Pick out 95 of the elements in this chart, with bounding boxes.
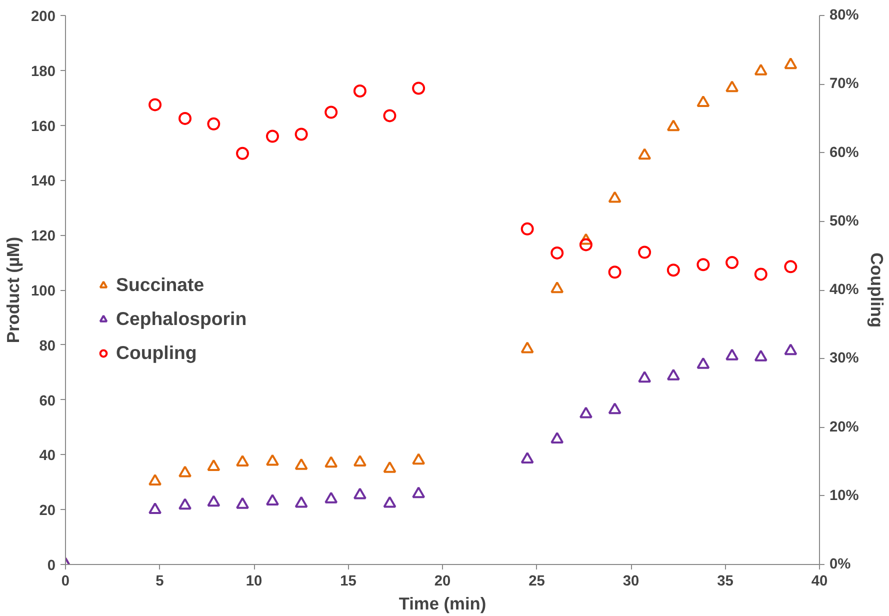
point	[266, 130, 279, 143]
point	[412, 453, 426, 465]
point	[178, 112, 192, 125]
x-tick-label: 10	[246, 574, 262, 590]
point	[412, 486, 426, 498]
y2-tick-label: 10%	[830, 488, 859, 504]
y2-tick-label: 40%	[830, 282, 859, 298]
y2-tick-label: 30%	[830, 350, 859, 367]
point	[608, 402, 622, 414]
y-tick-label: 160	[31, 118, 56, 135]
point	[726, 348, 739, 360]
point	[696, 95, 710, 107]
point	[754, 350, 768, 362]
point	[207, 117, 220, 130]
point	[520, 452, 534, 464]
point	[579, 406, 592, 418]
point	[579, 238, 592, 252]
y-tick-label: 60	[39, 393, 56, 410]
point	[608, 266, 622, 279]
point	[236, 497, 249, 509]
point	[148, 474, 162, 486]
y-tick-label: 40	[39, 448, 56, 464]
point	[784, 58, 798, 70]
legend-label: Succinate	[116, 274, 204, 296]
point	[550, 432, 564, 444]
point	[784, 344, 798, 356]
y-tick-label: 20	[39, 503, 56, 520]
x-tick-label: 35	[717, 574, 734, 590]
legend-label: Coupling	[116, 342, 197, 364]
point	[754, 64, 768, 76]
point	[236, 455, 249, 467]
point	[784, 260, 798, 274]
y-axis-title: Product (µM)	[3, 236, 24, 344]
point	[266, 454, 279, 466]
x-tick-label: 20	[434, 574, 451, 590]
y-tick-label: 140	[31, 174, 56, 190]
point	[754, 268, 768, 281]
x-tick-label: 25	[528, 574, 545, 590]
point	[178, 466, 192, 478]
point	[353, 84, 366, 98]
point	[148, 98, 162, 112]
point	[666, 368, 680, 380]
point	[666, 264, 680, 277]
y2-tick-label: 80%	[830, 8, 859, 24]
point	[236, 146, 249, 160]
y-tick-label: 180	[31, 64, 56, 80]
y2-tick-label: 0%	[830, 556, 851, 572]
point	[520, 222, 534, 236]
x-tick-label: 15	[340, 574, 356, 590]
point	[207, 459, 220, 471]
point	[353, 455, 366, 467]
point	[207, 495, 220, 507]
point	[383, 461, 396, 473]
point	[638, 148, 652, 160]
x-axis-title: Time (min)	[398, 594, 486, 614]
point	[696, 258, 710, 272]
point	[294, 128, 308, 141]
point	[696, 357, 710, 369]
point	[383, 496, 396, 508]
point	[353, 488, 366, 500]
point	[324, 456, 338, 468]
y2-tick-label: 50%	[830, 213, 859, 230]
point	[294, 496, 308, 508]
y2-tick-label: 20%	[830, 419, 859, 436]
point	[726, 80, 739, 92]
point	[266, 494, 279, 506]
point	[148, 502, 162, 514]
point	[579, 233, 592, 245]
x-tick-label: 40	[811, 574, 828, 590]
point	[726, 256, 739, 270]
point	[638, 246, 652, 259]
point	[178, 498, 192, 510]
point	[324, 492, 338, 504]
x-tick-label: 5	[156, 574, 164, 590]
point	[638, 371, 652, 383]
point	[294, 458, 308, 470]
point	[412, 82, 426, 95]
y2-tick-label: 70%	[830, 76, 859, 92]
point	[520, 342, 534, 354]
y2-axis-title: Coupling	[866, 252, 887, 328]
y-tick-label: 100	[31, 284, 56, 300]
y2-tick-label: 60%	[830, 144, 859, 161]
point	[324, 106, 338, 119]
legend-label: Cephalosporin	[116, 308, 247, 330]
point	[550, 282, 564, 294]
y-tick-label: 0	[47, 558, 56, 574]
y-tick-label: 200	[31, 9, 56, 25]
point	[666, 120, 680, 132]
y-tick-label: 120	[31, 228, 56, 245]
y-tick-label: 80	[39, 338, 56, 354]
x-tick-label: 30	[622, 574, 640, 590]
x-tick-label: 0	[61, 574, 70, 590]
point	[383, 109, 396, 122]
point	[608, 191, 622, 203]
point	[550, 246, 564, 260]
